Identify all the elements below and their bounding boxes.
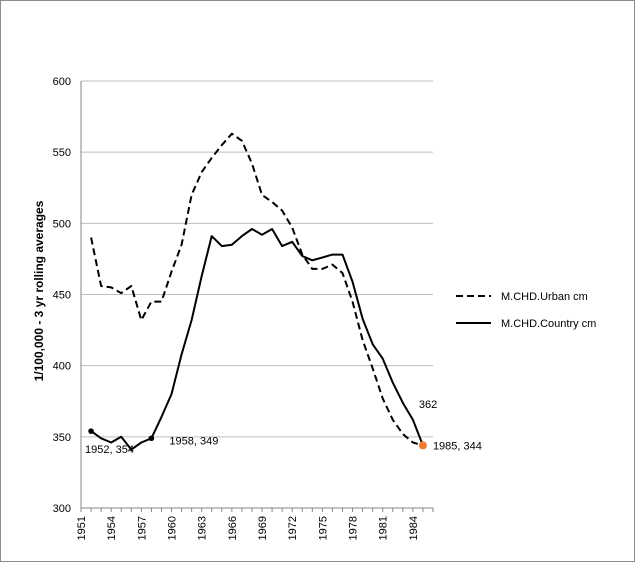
x-tick-label: 1963 bbox=[197, 516, 209, 540]
y-tick-label: 550 bbox=[53, 147, 71, 159]
x-tick-label: 1984 bbox=[408, 516, 420, 540]
y-tick-label: 500 bbox=[53, 218, 71, 230]
x-tick-label: 1957 bbox=[136, 516, 148, 540]
data-label: 1985, 344 bbox=[433, 440, 482, 452]
data-point-marker bbox=[88, 428, 94, 434]
x-tick-label: 1954 bbox=[106, 516, 118, 540]
y-axis-title: 1/100,000 - 3 yr rolling averages bbox=[32, 200, 46, 381]
x-tick-label: 1975 bbox=[317, 516, 329, 540]
legend-label: M.CHD.Urban cm bbox=[501, 291, 588, 303]
series-lines bbox=[90, 132, 424, 451]
annotations: 1952, 354 1958, 349 1985, 344 362 bbox=[85, 399, 482, 456]
y-tick-label: 600 bbox=[53, 76, 71, 88]
data-label: 362 bbox=[419, 399, 437, 411]
y-tick-label: 300 bbox=[53, 503, 71, 515]
x-tick-label: 1969 bbox=[257, 516, 269, 540]
data-point-marker bbox=[418, 441, 427, 450]
data-label: 1958, 349 bbox=[169, 435, 218, 447]
y-tick-label: 450 bbox=[53, 290, 71, 302]
x-tick-label: 1981 bbox=[378, 516, 390, 540]
y-tick-label: 400 bbox=[53, 361, 71, 373]
x-tick-label: 1960 bbox=[167, 516, 179, 540]
series-line-country bbox=[90, 228, 424, 451]
x-tick-label: 1972 bbox=[287, 516, 299, 540]
data-label: 1952, 354 bbox=[85, 444, 134, 456]
y-tick-labels: 300 350 400 450 500 550 600 bbox=[53, 76, 71, 515]
legend: M.CHD.Urban cm M.CHD.Country cm bbox=[456, 291, 596, 330]
series-line-urban bbox=[90, 132, 424, 447]
legend-label: M.CHD.Country cm bbox=[501, 318, 596, 330]
x-tick-label: 1966 bbox=[227, 516, 239, 540]
gridlines bbox=[81, 80, 433, 438]
x-tick-label: 1951 bbox=[76, 516, 88, 540]
x-tick-labels: 1951 1954 1957 1960 1963 1966 1969 1972 1975 1978… bbox=[76, 508, 434, 540]
y-tick-label: 350 bbox=[53, 432, 71, 444]
x-tick-label: 1978 bbox=[348, 516, 360, 540]
data-point-marker bbox=[148, 435, 155, 442]
